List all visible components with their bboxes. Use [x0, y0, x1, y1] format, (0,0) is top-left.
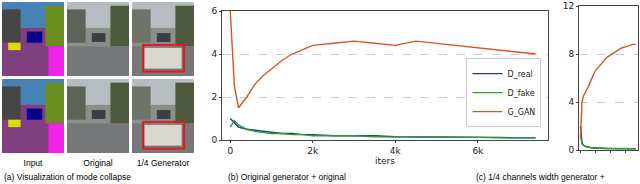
svg-text:4k: 4k [390, 146, 402, 156]
svg-text:2k: 2k [307, 146, 319, 156]
html-text:(c) 1/4 channels width generat: (c) 1/4 channels width generator + [476, 172, 605, 182]
html-text:(b) Original generator + origi: (b) Original generator + original [228, 172, 346, 182]
svg-text:8: 8 [568, 49, 574, 59]
svg-text:iters: iters [375, 156, 395, 166]
svg-text:4: 4 [568, 97, 574, 107]
svg-text:1/4 Generator: 1/4 Generator [137, 158, 190, 168]
svg-text:6: 6 [211, 6, 217, 16]
svg-text:D_real: D_real [507, 70, 532, 79]
svg-text:D_fake: D_fake [507, 89, 534, 98]
svg-text:Input: Input [24, 158, 44, 168]
svg-text:0: 0 [568, 145, 574, 155]
html-text:(a) Visualization of mode coll: (a) Visualization of mode collapse [4, 172, 131, 182]
svg-text:12: 12 [563, 1, 574, 11]
svg-text:0: 0 [211, 135, 217, 145]
svg-text:2: 2 [211, 92, 217, 102]
svg-text:Original: Original [83, 158, 112, 168]
svg-text:G_GAN: G_GAN [507, 108, 535, 117]
svg-text:6k: 6k [472, 146, 484, 156]
svg-text:0: 0 [227, 146, 233, 156]
svg-text:4: 4 [211, 49, 217, 59]
